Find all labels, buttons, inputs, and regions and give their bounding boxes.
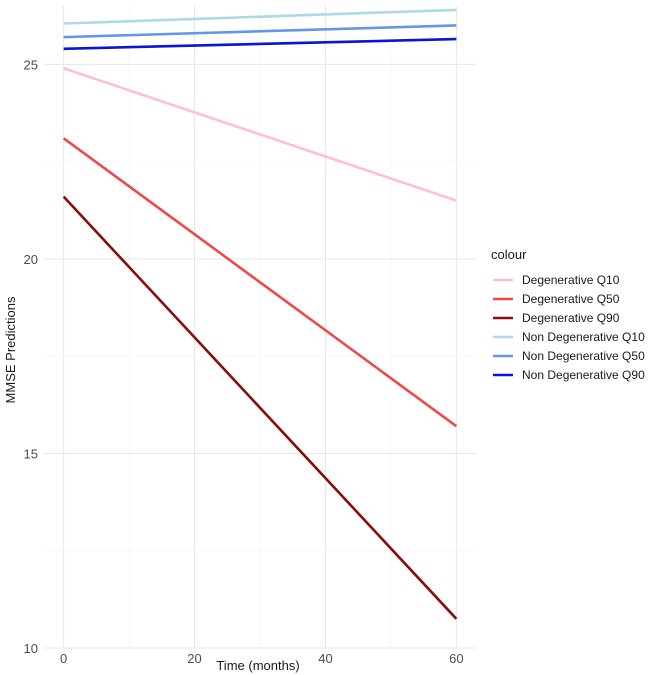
series-line <box>62 137 458 428</box>
y-tick-label: 15 <box>24 446 38 461</box>
y-tick-label: 10 <box>24 641 38 656</box>
legend-label: Degenerative Q10 <box>522 273 620 287</box>
legend-items: Degenerative Q10 Degenerative Q50 Degenera… <box>493 273 645 382</box>
y-axis-title: MMSE Predictions <box>3 296 18 403</box>
x-tick-label: 20 <box>187 651 201 666</box>
x-tick-labels: 0 20 40 60 <box>60 651 464 666</box>
y-tick-labels: 10 15 20 25 <box>24 57 38 656</box>
x-tick-label: 0 <box>60 651 67 666</box>
series-line <box>62 195 458 620</box>
legend-label: Degenerative Q90 <box>522 311 620 325</box>
series-line <box>63 67 457 202</box>
series-line <box>63 24 457 39</box>
legend-label: Non Degenerative Q50 <box>522 349 645 363</box>
legend-title: colour <box>491 247 527 262</box>
y-tick-label: 20 <box>24 252 38 267</box>
x-tick-label: 40 <box>318 651 332 666</box>
series-line <box>63 37 457 51</box>
grid-minor <box>44 6 476 648</box>
series-line <box>63 8 457 25</box>
legend-label: Non Degenerative Q90 <box>522 368 645 382</box>
x-axis-title: Time (months) <box>216 658 299 673</box>
x-tick-label: 60 <box>449 651 463 666</box>
y-tick-label: 25 <box>24 57 38 72</box>
series-lines <box>62 8 458 620</box>
legend-label: Degenerative Q50 <box>522 292 620 306</box>
legend-label: Non Degenerative Q10 <box>522 330 645 344</box>
